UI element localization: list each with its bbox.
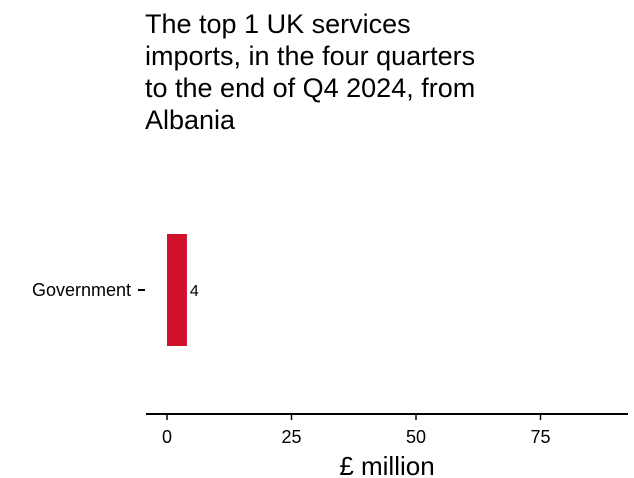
bar-layer: 4 <box>167 234 199 346</box>
x-tick-label: 25 <box>281 427 301 447</box>
data-label: 4 <box>190 283 199 300</box>
y-tick-label: Government <box>32 280 131 300</box>
y-axis: Government <box>32 280 145 300</box>
x-axis: 0 25 50 75 <box>146 413 628 447</box>
x-tick-label: 50 <box>406 427 426 447</box>
x-tick-label: 75 <box>530 427 550 447</box>
chart-title: The top 1 UK services imports, in the fo… <box>145 9 476 135</box>
x-tick-label: 0 <box>162 427 172 447</box>
x-axis-title: £ million <box>339 451 434 478</box>
bar-government <box>167 234 187 346</box>
